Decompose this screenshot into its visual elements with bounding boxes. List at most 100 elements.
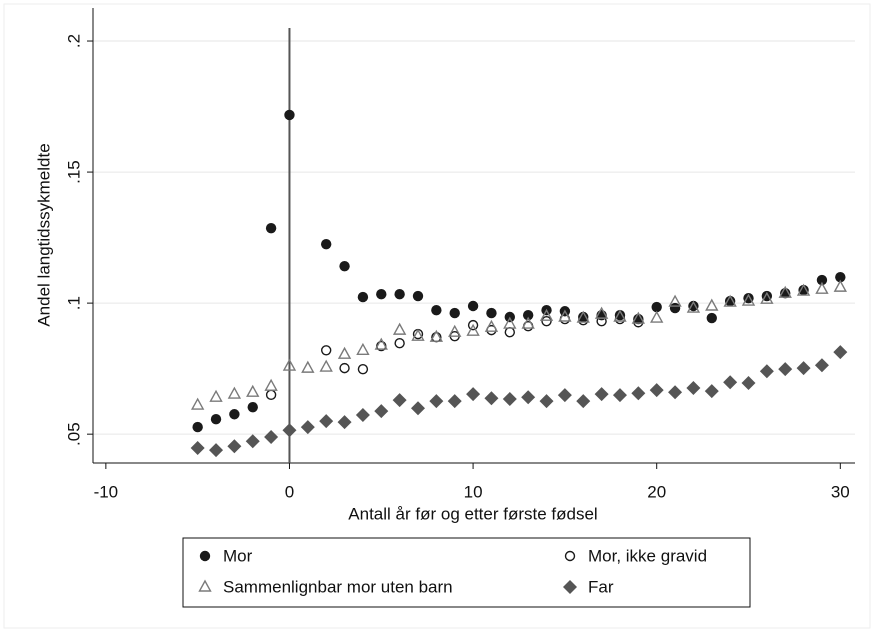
data-point [282,423,297,438]
legend-label: Far [588,577,614,596]
data-point [448,324,462,337]
data-point [613,309,627,322]
data-point [284,109,295,121]
data-point [686,300,701,313]
data-point [521,316,535,329]
data-point [796,361,811,376]
data-point [410,401,425,416]
data-point [264,430,279,445]
data-point [192,421,203,433]
data-point [706,312,717,324]
data-point [760,291,774,304]
data-point [502,392,517,407]
data-point [411,328,425,341]
data-point [357,291,369,303]
data-point [668,385,683,400]
data-point [723,294,737,307]
data-point [320,238,332,250]
data-point [741,293,756,306]
data-point [484,319,499,332]
data-point [557,388,572,403]
y-tick-label: .1 [64,296,83,310]
data-point [650,310,664,323]
x-axis-title: Antall år før og etter første fødsel [348,504,597,523]
data-point [227,386,242,399]
data-point [190,397,205,410]
data-point [594,387,609,402]
data-point [686,381,701,396]
data-point [429,329,444,342]
legend-label: Mor, ikke gravid [588,546,707,565]
data-point [394,338,405,349]
data-point [539,394,554,409]
data-point [376,289,387,300]
data-point [356,342,370,355]
data-point [357,363,369,375]
data-point [392,393,407,408]
data-point [594,306,609,319]
data-point [431,304,442,316]
data-point [723,375,738,390]
data-point [596,316,607,327]
x-tick-label: -10 [94,482,119,501]
data-point [246,384,260,397]
data-point [466,387,481,402]
data-point [833,279,847,292]
data-point [449,307,460,319]
data-point [319,414,334,429]
data-point [815,281,829,294]
data-point [412,290,424,302]
data-point [724,295,736,307]
data-point [798,284,809,296]
data-point [466,323,480,336]
data-point [245,434,260,449]
data-point [484,391,499,406]
data-point [209,389,223,402]
data-point [355,408,370,423]
data-point [467,319,479,331]
data-point [210,414,222,425]
data-point [247,401,258,413]
data-point [576,394,591,409]
data-point [541,316,552,327]
y-axis-title: Andel langtidssykmeldte [34,143,53,326]
data-point [300,420,315,435]
data-point [704,384,719,399]
data-point [264,378,278,391]
data-point [394,289,405,300]
data-point [539,308,554,321]
y-tick-label: .05 [64,422,83,446]
data-point [558,309,572,322]
data-point [227,439,242,454]
data-point [339,362,350,374]
data-point [814,358,829,373]
data-point [741,376,756,391]
data-point [190,441,205,456]
data-point [447,394,462,409]
data-point [209,443,224,458]
data-point [429,394,444,409]
data-point [337,346,352,359]
data-point [668,294,682,307]
data-point [467,300,479,312]
legend-label: Mor [223,546,253,565]
data-point [631,311,646,324]
legend-marker [199,550,211,562]
data-point [612,388,627,403]
legend-marker [198,579,212,592]
data-point [392,322,407,335]
data-point [522,309,534,321]
data-point [337,415,352,430]
data-point [265,222,277,234]
data-point [319,359,333,372]
data-point [578,311,589,323]
legend-box [182,537,751,608]
legend-marker [564,550,576,562]
data-point [282,358,297,371]
data-point [796,283,811,296]
data-point [688,300,699,312]
y-tick-label: .15 [64,160,83,184]
data-point [339,260,350,272]
